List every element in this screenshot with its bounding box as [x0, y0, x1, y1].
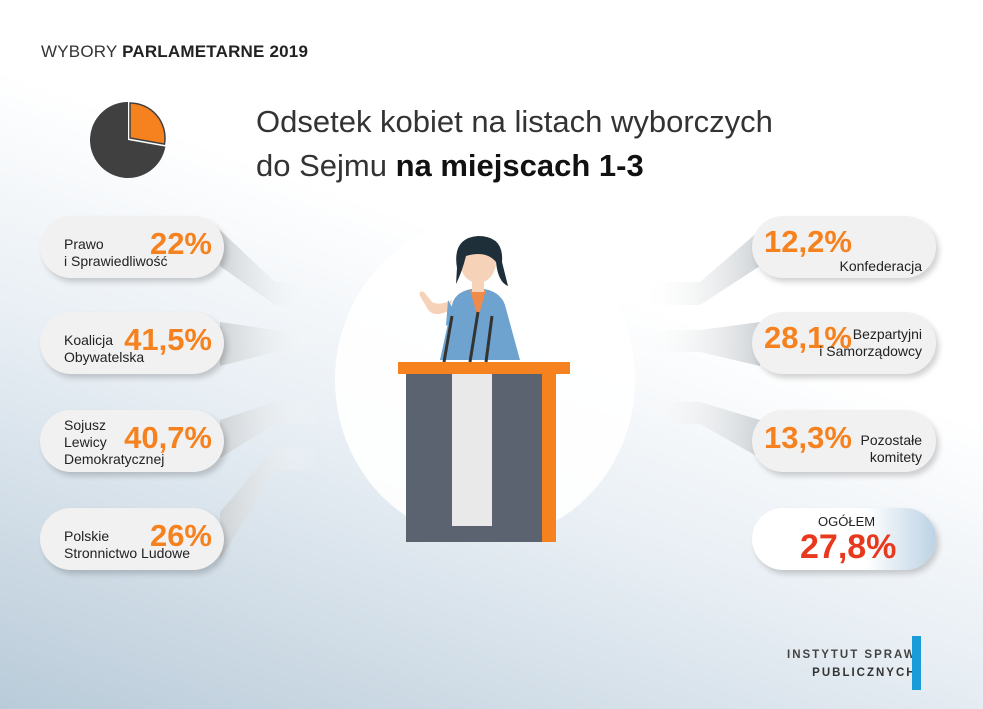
- party-name: Konfederacja: [839, 258, 922, 274]
- header-title: WYBORY PARLAMETARNE 2019: [41, 42, 309, 61]
- connectors-right: [640, 230, 760, 458]
- logo-bar: [912, 636, 921, 690]
- logo-line-2: PUBLICZNYCH: [812, 667, 917, 679]
- pie-slice-orange: [129, 102, 166, 145]
- party-value: 28,1%: [764, 320, 852, 355]
- connectors-left: [220, 230, 320, 560]
- logo: INSTYTUT SPRAW PUBLICZNYCH: [787, 646, 917, 682]
- party-name: Pozostałe komitety: [860, 432, 922, 465]
- party-value: 12,2%: [764, 224, 852, 259]
- party-name: Bezpartyjni i Samorządowcy: [819, 326, 922, 359]
- party-name: Koalicja Obywatelska: [64, 332, 145, 365]
- party-value: 13,3%: [764, 420, 852, 455]
- party-name: Prawo i Sprawiedliwość: [64, 236, 168, 269]
- title-line-2: do Sejmu na miejscach 1-3: [256, 148, 644, 183]
- total-label: OGÓŁEM: [818, 514, 876, 529]
- party-card-pozostale: 13,3% Pozostałe komitety: [752, 410, 936, 472]
- party-value: 22%: [149, 226, 212, 261]
- party-value: 26%: [149, 518, 212, 553]
- party-card-ko: Koalicja Obywatelska 41,5%: [40, 312, 224, 374]
- pie-icon: [90, 102, 166, 178]
- total-gradient: [866, 508, 936, 570]
- party-card-sld: Sojusz Lewicy Demokratycznej 40,7%: [40, 410, 224, 472]
- party-card-bezpartyjni: 28,1% Bezpartyjni i Samorządowcy: [752, 312, 936, 374]
- party-card-konfederacja: 12,2% Konfederacja: [752, 216, 936, 278]
- total-card: OGÓŁEM 27,8%: [752, 508, 936, 570]
- speaker-figure: [419, 236, 520, 363]
- total-value: 27,8%: [800, 528, 897, 566]
- party-card-psl: Polskie Stronnictwo Ludowe 26%: [40, 508, 224, 570]
- page-title: Odsetek kobiet na listach wyborczych do …: [256, 100, 773, 188]
- party-name: Polskie Stronnictwo Ludowe: [64, 528, 191, 561]
- party-name: Sojusz Lewicy Demokratycznej: [64, 417, 165, 467]
- party-card-pis: Prawo i Sprawiedliwość 22%: [40, 216, 224, 278]
- party-value: 40,7%: [124, 420, 212, 455]
- pie-slice-dark: [90, 102, 166, 178]
- title-line-1: Odsetek kobiet na listach wyborczych: [256, 104, 773, 139]
- podium: [398, 362, 570, 542]
- logo-line-1: INSTYTUT SPRAW: [787, 649, 917, 661]
- party-value: 41,5%: [124, 322, 212, 357]
